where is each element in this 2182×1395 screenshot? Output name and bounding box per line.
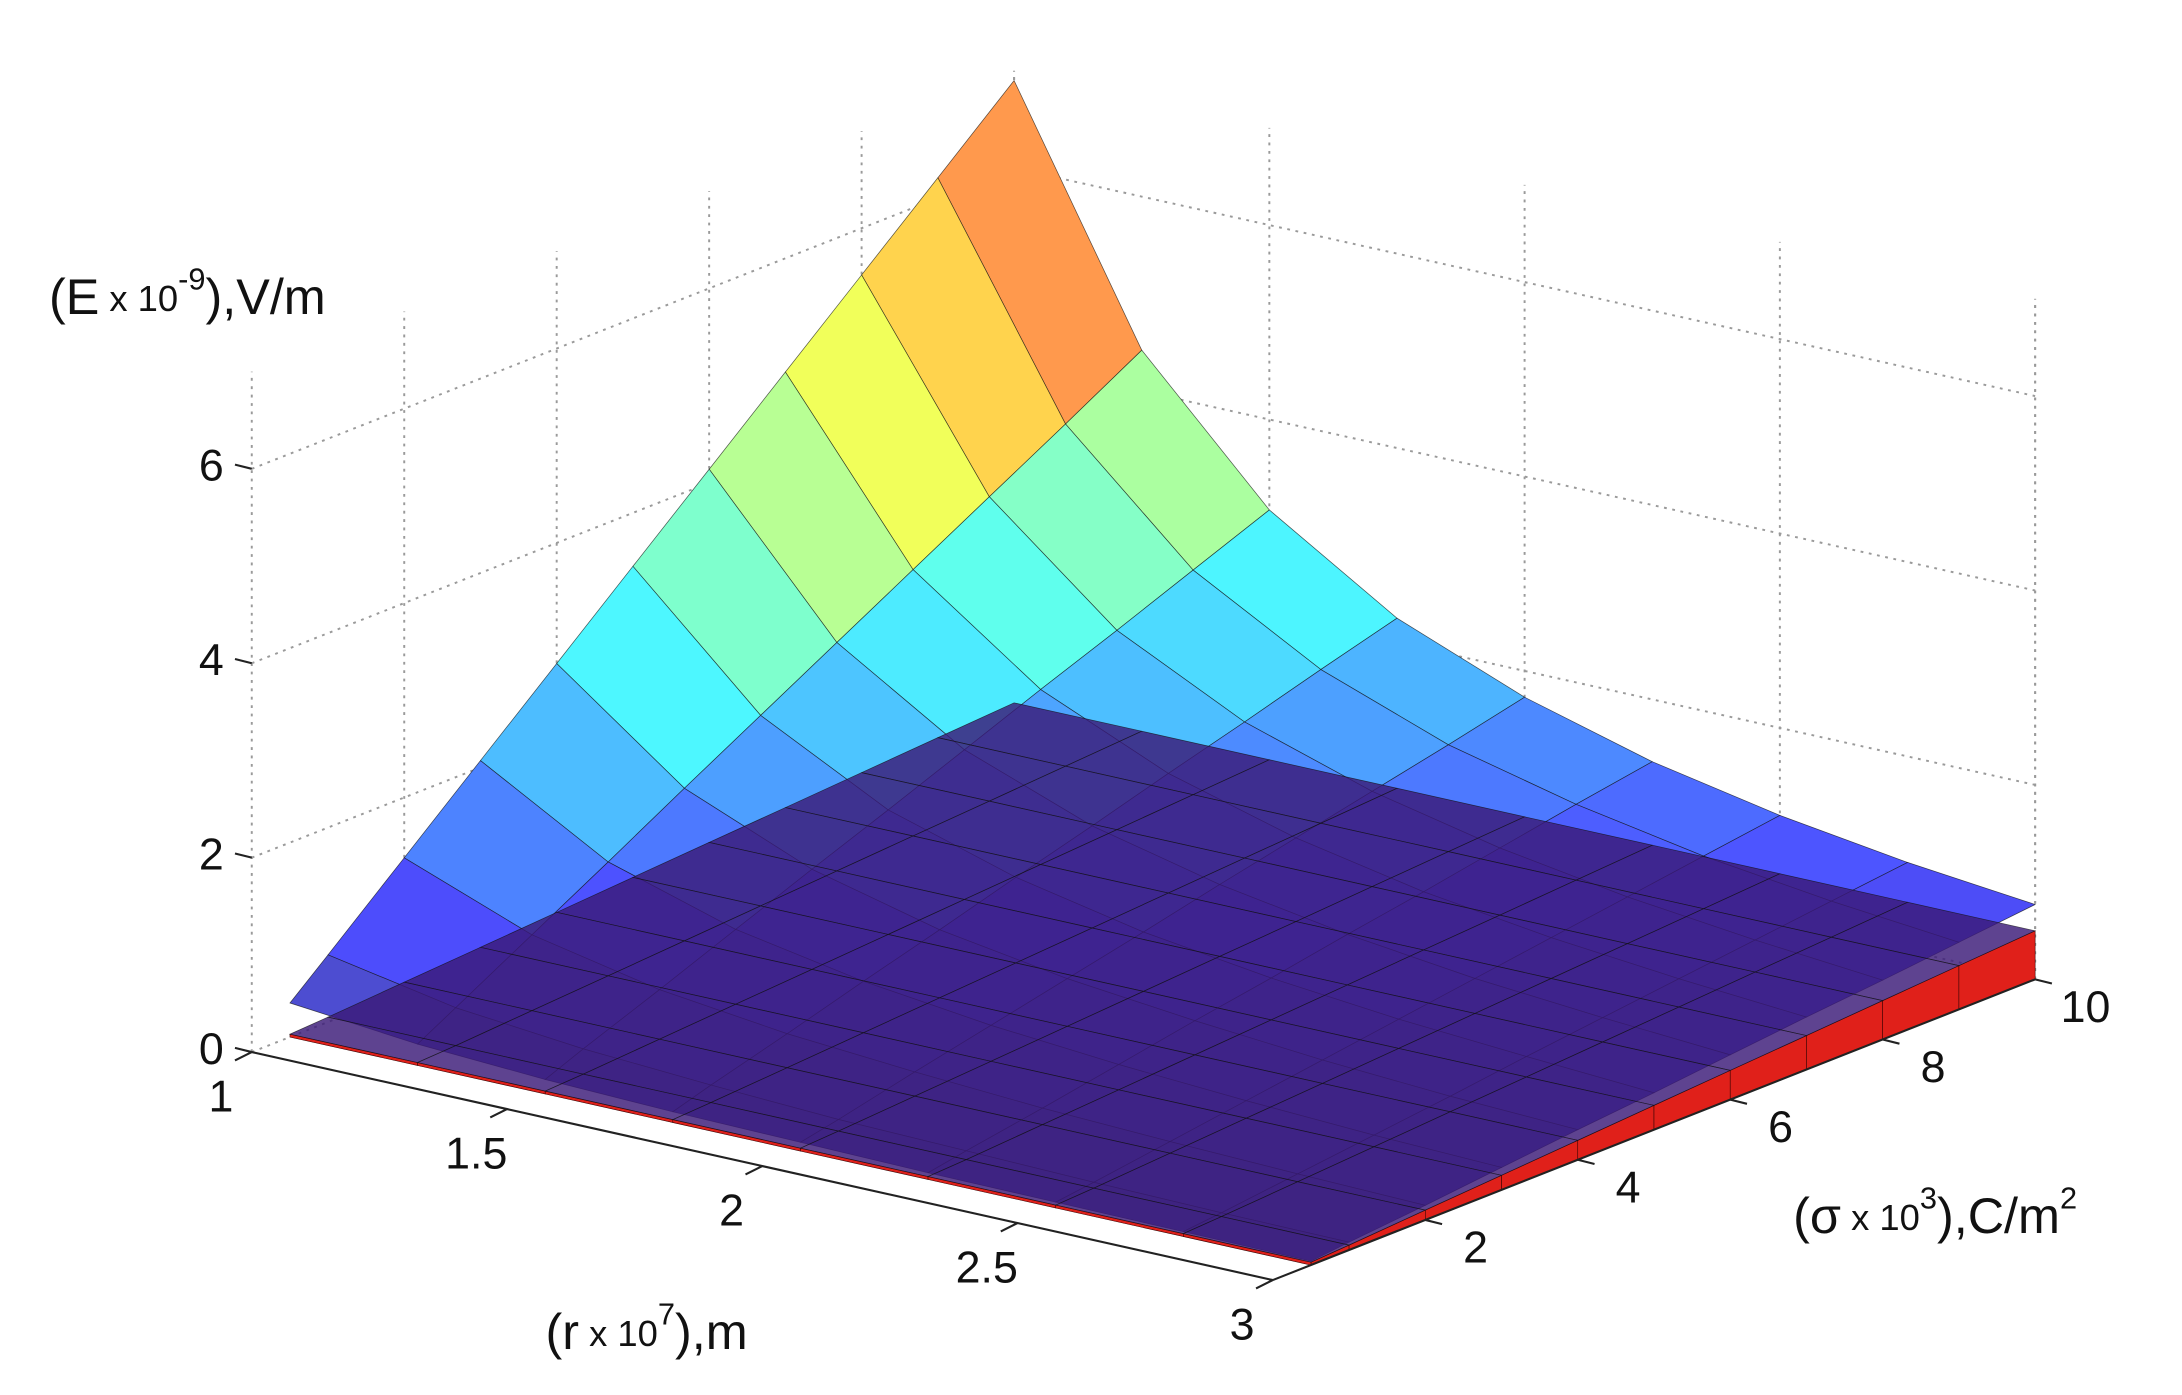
y-tick-label: 2 bbox=[1463, 1223, 1488, 1273]
label-part: x 10 bbox=[1841, 1197, 1920, 1238]
label-part: x 10 bbox=[99, 278, 178, 319]
label-part: (σ bbox=[1793, 1187, 1841, 1244]
tick-mark bbox=[234, 658, 253, 665]
y-tick-label: 10 bbox=[2061, 982, 2111, 1032]
label-sup: 3 bbox=[1920, 1180, 1937, 1215]
x-tick-label: 1 bbox=[209, 1071, 234, 1121]
y-tick-label: 8 bbox=[1921, 1042, 1946, 1092]
tick-mark bbox=[1000, 1222, 1019, 1233]
label-part: x 10 bbox=[579, 1313, 658, 1354]
z-tick-label: 4 bbox=[199, 635, 224, 685]
tick-mark bbox=[489, 1108, 508, 1119]
label-part: (r bbox=[545, 1303, 579, 1360]
z-tick-label: 6 bbox=[199, 441, 224, 491]
tick-mark bbox=[1255, 1279, 1274, 1290]
tick-mark bbox=[234, 463, 253, 470]
x-axis-label: (r x 107),m bbox=[545, 1297, 747, 1361]
tick-mark bbox=[1577, 1158, 1595, 1165]
tick-mark bbox=[234, 852, 253, 859]
label-part: (E bbox=[49, 268, 99, 325]
label-sup: 7 bbox=[658, 1297, 675, 1332]
tick-mark bbox=[745, 1165, 763, 1176]
y-tick-label: 4 bbox=[1616, 1162, 1641, 1212]
tick-mark bbox=[1729, 1098, 1748, 1105]
surface-cell bbox=[1182, 1216, 1351, 1263]
y-axis bbox=[1272, 978, 2036, 1282]
label-sup: 2 bbox=[2060, 1180, 2077, 1215]
surfaces bbox=[288, 79, 2037, 1266]
tick-mark bbox=[1882, 1038, 1900, 1045]
x-tick-label: 1.5 bbox=[445, 1128, 507, 1178]
y-axis-label: (σ x 103),C/m2 bbox=[1793, 1180, 2077, 1244]
label-part: ),m bbox=[675, 1303, 748, 1360]
z-axis-label: (E x 10-9),V/m bbox=[49, 262, 326, 326]
axes: 0 2 4 6 1 1.5 2 2.5 3 2 4 6 8 10 bbox=[199, 441, 2110, 1350]
label-sup: -9 bbox=[178, 262, 205, 297]
z-tick-label: 0 bbox=[199, 1024, 224, 1074]
tick-mark bbox=[1425, 1218, 1443, 1226]
x-tick-label: 2 bbox=[719, 1185, 744, 1235]
y-tick-label: 6 bbox=[1768, 1102, 1793, 1152]
tick-mark bbox=[2034, 978, 2053, 985]
z-tick-label: 2 bbox=[199, 829, 224, 879]
x-tick-label: 3 bbox=[1230, 1299, 1255, 1349]
label-part: ),C/m bbox=[1937, 1187, 2060, 1244]
x-tick-label: 2.5 bbox=[956, 1242, 1018, 1292]
label-part: ),V/m bbox=[205, 268, 325, 325]
tick-mark bbox=[234, 1051, 253, 1062]
tick-mark bbox=[234, 1046, 253, 1054]
